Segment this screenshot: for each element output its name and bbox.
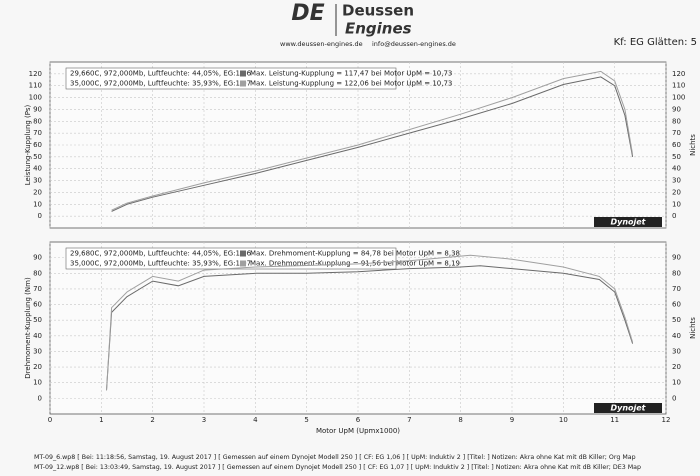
y2-tick-label: 80 bbox=[672, 269, 681, 277]
y2-tick-label: 60 bbox=[672, 141, 681, 149]
legend-entry: 35,000C, 972,000Mb, Luftfeuchte: 35,93%,… bbox=[70, 260, 251, 268]
y-tick-label: 80 bbox=[33, 117, 42, 125]
y2-tick-label: 40 bbox=[672, 165, 681, 173]
y2-tick-label: 30 bbox=[672, 347, 681, 355]
y-tick-label: 30 bbox=[33, 177, 42, 185]
y-tick-label: 100 bbox=[29, 94, 42, 102]
x-tick-label: 10 bbox=[559, 416, 568, 424]
y2-tick-label: 10 bbox=[672, 200, 681, 208]
y2-tick-label: 40 bbox=[672, 332, 681, 340]
y-tick-label: 20 bbox=[33, 188, 42, 196]
x-tick-label: 9 bbox=[510, 416, 514, 424]
y-tick-label: 0 bbox=[38, 212, 42, 220]
x-tick-label: 3 bbox=[202, 416, 206, 424]
y2-tick-label: 10 bbox=[672, 379, 681, 387]
y-tick-label: 70 bbox=[33, 285, 42, 293]
x-tick-label: 8 bbox=[458, 416, 462, 424]
settings: Kf: EG Glätten: 5 bbox=[614, 37, 697, 48]
badge-bg bbox=[594, 217, 662, 227]
y-tick-label: 60 bbox=[33, 301, 42, 309]
badge-bg bbox=[594, 403, 662, 413]
y-tick-label: 80 bbox=[33, 269, 42, 277]
y2-axis-label: Nichts bbox=[689, 134, 697, 156]
x-tick-label: 0 bbox=[48, 416, 52, 424]
y-tick-label: 10 bbox=[33, 379, 42, 387]
y-tick-label: 30 bbox=[33, 347, 42, 355]
y-tick-label: 0 bbox=[38, 394, 42, 402]
y-tick-label: 110 bbox=[29, 82, 42, 90]
y-tick-label: 50 bbox=[33, 153, 42, 161]
y-tick-label: 90 bbox=[33, 254, 42, 262]
x-axis-label: Motor UpM (Upmx1000) bbox=[316, 427, 400, 435]
y2-tick-label: 50 bbox=[672, 153, 681, 161]
x-tick-label: 6 bbox=[356, 416, 361, 424]
x-tick-label: 12 bbox=[662, 416, 671, 424]
y2-tick-label: 90 bbox=[672, 254, 681, 262]
y-tick-label: 40 bbox=[33, 332, 42, 340]
legend-entry: 29,680C, 972,000Mb, Luftfeuchte: 44,05%,… bbox=[70, 250, 252, 258]
series-line bbox=[106, 265, 634, 391]
y-tick-label: 120 bbox=[29, 70, 42, 78]
y2-tick-label: 100 bbox=[672, 94, 685, 102]
y2-tick-label: 50 bbox=[672, 316, 681, 324]
legend-max: Max. Drehmoment-Kupplung = 84,78 bei Mot… bbox=[250, 250, 460, 258]
y-axis-label: Leistung-Kupplung (Ps) bbox=[24, 104, 32, 185]
x-tick-label: 5 bbox=[304, 416, 308, 424]
y-tick-label: 40 bbox=[33, 165, 42, 173]
legend-max: Max. Leistung-Kupplung = 117,47 bei Moto… bbox=[250, 70, 452, 78]
y-tick-label: 10 bbox=[33, 200, 42, 208]
y2-tick-label: 70 bbox=[672, 129, 681, 137]
email: info@deussen-engines.de bbox=[372, 40, 456, 48]
y2-tick-label: 30 bbox=[672, 177, 681, 185]
logo: DE bbox=[291, 1, 324, 26]
y2-tick-label: 120 bbox=[672, 70, 685, 78]
website: www.deussen-engines.de bbox=[280, 40, 363, 48]
y2-tick-label: 70 bbox=[672, 285, 681, 293]
legend-box bbox=[65, 247, 397, 270]
y2-tick-label: 20 bbox=[672, 363, 681, 371]
badge: Dynojet bbox=[610, 218, 646, 227]
y-tick-label: 70 bbox=[33, 129, 42, 137]
x-tick-label: 1 bbox=[99, 416, 103, 424]
y2-tick-label: 80 bbox=[672, 117, 681, 125]
legend-swatch bbox=[240, 250, 246, 257]
y2-tick-label: 20 bbox=[672, 188, 681, 196]
legend-box bbox=[65, 67, 397, 90]
y-axis-label: Drehmoment-Kupplung (Nm) bbox=[24, 277, 32, 379]
y2-tick-label: 90 bbox=[672, 105, 681, 113]
x-tick-label: 2 bbox=[150, 416, 154, 424]
legend-entry: 29,660C, 972,000Mb, Luftfeuchte: 44,05%,… bbox=[70, 70, 252, 78]
x-tick-label: 7 bbox=[407, 416, 411, 424]
y-tick-label: 50 bbox=[33, 316, 42, 324]
brand-top: Deussen bbox=[342, 2, 414, 20]
legend-swatch bbox=[240, 70, 246, 77]
y2-tick-label: 0 bbox=[672, 394, 676, 402]
legend-swatch bbox=[240, 260, 246, 267]
y-tick-label: 20 bbox=[33, 363, 42, 371]
legend-swatch bbox=[240, 80, 246, 87]
series-line bbox=[111, 76, 634, 212]
x-tick-label: 11 bbox=[610, 416, 619, 424]
footer-line: MT-09_6.wp8 [ Bei: 11:18:56, Samstag, 19… bbox=[34, 454, 636, 461]
y-tick-label: 90 bbox=[33, 105, 42, 113]
series-line bbox=[111, 70, 634, 211]
x-tick-label: 4 bbox=[253, 416, 258, 424]
y2-axis-label: Nichts bbox=[689, 317, 697, 339]
legend-max: Max. Leistung-Kupplung = 122,06 bei Moto… bbox=[250, 80, 452, 88]
series-line bbox=[106, 254, 634, 391]
brand-bottom: Engines bbox=[345, 20, 412, 38]
legend-entry: 35,000C, 972,000Mb, Luftfeuchte: 35,93%,… bbox=[70, 80, 251, 88]
footer-line: MT-09_12.wp8 [ Bei: 13:03:49, Samstag, 1… bbox=[34, 464, 641, 471]
badge: Dynojet bbox=[610, 404, 646, 413]
y2-tick-label: 60 bbox=[672, 301, 681, 309]
y2-tick-label: 110 bbox=[672, 82, 685, 90]
y-tick-label: 60 bbox=[33, 141, 42, 149]
y2-tick-label: 0 bbox=[672, 212, 676, 220]
